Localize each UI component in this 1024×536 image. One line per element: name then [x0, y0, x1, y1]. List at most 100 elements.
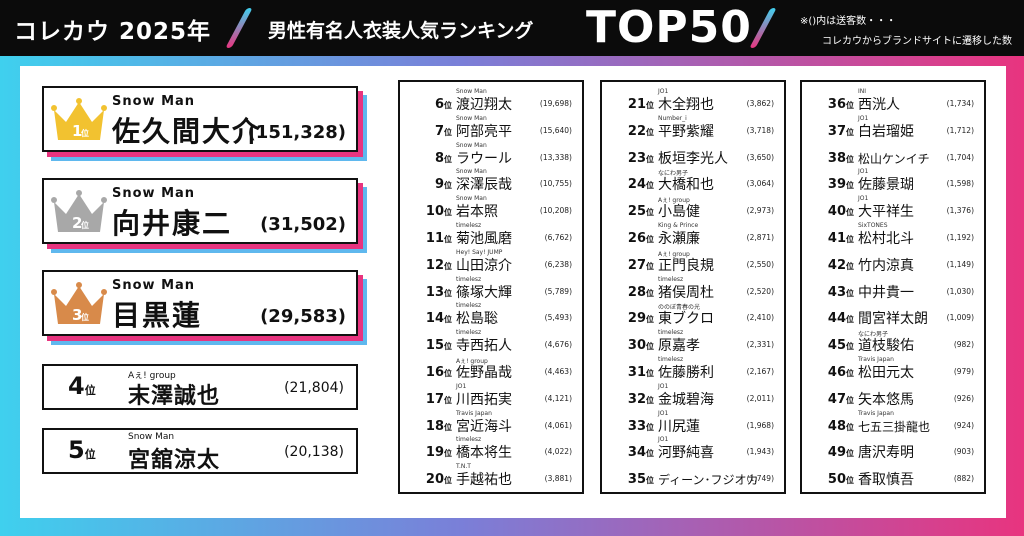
referral-count: (979)	[953, 367, 974, 376]
rank-box-5: 5位 Snow Man 宮舘涼太 (20,138)	[42, 428, 358, 474]
ranking-row: 27位 Aぇ! group 正門良規 (2,550)	[602, 249, 784, 275]
celebrity-name: 金城碧海	[658, 391, 714, 408]
artist-group: timelesz	[658, 275, 684, 283]
celebrity-name: 白岩瑠姫	[858, 123, 914, 140]
ranking-row: 49位 唐沢寿明 (903)	[802, 436, 984, 462]
rank-number: 41位	[827, 231, 854, 246]
artist-group: Snow Man	[456, 88, 487, 95]
referral-count: (3,718)	[746, 125, 774, 135]
rank-number: 37位	[827, 123, 854, 139]
ranking-row: 9位 Snow Man 深澤辰哉 (10,755)	[400, 168, 582, 194]
artist-group: Aぇ! group	[456, 358, 488, 365]
artist-group: timelesz	[456, 436, 482, 444]
referral-count: (6,238)	[544, 259, 572, 269]
referral-count: (4,463)	[544, 367, 572, 376]
celebrity-name: 西洸人	[858, 97, 900, 113]
celebrity-name: 川尻蓮	[658, 418, 700, 435]
rank-number: 36位	[827, 97, 854, 112]
rank-card-1: 1 位 Snow Man 佐久間大介 (151,328)	[42, 86, 358, 152]
ranking-row: 31位 timelesz 佐藤勝利 (2,167)	[602, 356, 784, 382]
ranking-row: 17位 JO1 川西拓実 (4,121)	[400, 383, 582, 409]
ranking-row: 43位 中井貴一 (1,030)	[802, 276, 984, 302]
referral-count: (1,712)	[946, 125, 974, 135]
ranking-row: 11位 timelesz 菊池風磨 (6,762)	[400, 222, 582, 248]
ranking-row: 28位 timelesz 猪俣周杜 (2,520)	[602, 276, 784, 302]
artist-group: T.N.T	[456, 463, 471, 471]
celebrity-name: 佐久間大介	[112, 115, 263, 148]
referral-count: (1,376)	[946, 206, 974, 216]
referral-count: (1,968)	[746, 420, 774, 430]
celebrity-name: 河野純喜	[658, 445, 714, 462]
ranking-row: 16位 Aぇ! group 佐野晶哉 (4,463)	[400, 356, 582, 382]
ranking-row: 23位 板垣李光人 (3,650)	[602, 142, 784, 168]
referral-count: (29,583)	[260, 306, 346, 327]
artist-group: timelesz	[658, 356, 684, 363]
ranking-row: 24位 なにわ男子 大橋和也 (3,064)	[602, 168, 784, 194]
ranking-row: 47位 矢本悠馬 (926)	[802, 383, 984, 409]
artist-group: timelesz	[658, 329, 684, 337]
rank-number: 16位	[425, 365, 452, 380]
ranking-row: 15位 timelesz 寺西拓人 (4,676)	[400, 329, 582, 355]
referral-count: (1,192)	[946, 233, 974, 242]
ranking-column-6-20: 6位 Snow Man 渡辺翔太 (19,698) 7位 Snow Man 阿部亮平 (15,…	[398, 80, 584, 494]
artist-group: なにわ男子	[658, 170, 689, 178]
ranking-row: 6位 Snow Man 渡辺翔太 (19,698)	[400, 88, 582, 114]
referral-count: (1,734)	[946, 99, 974, 108]
rank-number: 35位	[627, 472, 654, 488]
artist-group: なにわ男子	[858, 331, 889, 339]
rank-number: 32位	[627, 391, 654, 407]
artist-group: JO1	[858, 114, 869, 122]
celebrity-name: 篠塚大輝	[456, 284, 512, 301]
referral-count: (1,943)	[746, 447, 774, 457]
referral-count: (10,208)	[539, 206, 572, 216]
celebrity-name: 松山ケンイチ	[858, 151, 930, 166]
ranking-row: 14位 timelesz 松島聡 (5,493)	[400, 302, 582, 328]
artist-group: JO1	[658, 88, 669, 95]
celebrity-name: ディーン･フジオカ	[658, 473, 759, 488]
celebrity-name: 佐藤勝利	[658, 365, 714, 381]
rank-number: 39位	[827, 177, 854, 193]
rank-number: 6位	[434, 97, 452, 112]
ranking-row: 41位 SixTONES 松村北斗 (1,192)	[802, 222, 984, 248]
referral-count: (2,871)	[746, 233, 774, 242]
referral-count: (882)	[953, 474, 974, 484]
referral-count: (924)	[953, 420, 974, 430]
celebrity-name: 七五三掛龍也	[858, 419, 931, 434]
ranking-row: 46位 Travis Japan 松田元太 (979)	[802, 356, 984, 382]
rank-suffix: 位	[81, 128, 89, 138]
ranking-row: 40位 JO1 大平祥生 (1,376)	[802, 195, 984, 221]
top50-label: TOP50	[586, 2, 752, 53]
celebrity-name: 竹内涼真	[858, 257, 914, 274]
celebrity-name: 東ブクロ	[658, 311, 714, 328]
ranking-row: 25位 Aぇ! group 小島健 (2,973)	[602, 195, 784, 221]
artist-group: JO1	[456, 382, 467, 390]
referral-count: (1,009)	[946, 313, 974, 323]
referral-count: (15,640)	[539, 125, 572, 135]
ranking-row: 10位 Snow Man 岩本照 (10,208)	[400, 195, 582, 221]
celebrity-name: 道枝駿佑	[858, 338, 914, 355]
celebrity-name: 板垣李光人	[658, 150, 728, 167]
rank-number: 40位	[827, 204, 854, 220]
rank-suffix: 位	[81, 220, 89, 230]
referral-count: (4,121)	[544, 393, 572, 403]
celebrity-name: 菊池風磨	[456, 231, 512, 247]
ranking-row: 7位 Snow Man 阿部亮平 (15,640)	[400, 115, 582, 141]
rank-number: 46位	[827, 365, 854, 380]
artist-group: timelesz	[456, 329, 482, 337]
slash-decoration	[225, 8, 253, 48]
referral-count: (982)	[953, 340, 974, 350]
referral-count: (2,167)	[746, 367, 774, 376]
referral-count: (10,755)	[539, 179, 572, 189]
rank-number: 26位	[627, 231, 654, 246]
ranking-row: 45位 なにわ男子 道枝駿佑 (982)	[802, 329, 984, 355]
referral-count: (926)	[953, 393, 974, 403]
referral-count: (2,011)	[746, 393, 774, 403]
rank-number: 33位	[627, 418, 654, 434]
referral-count: (4,676)	[544, 340, 572, 350]
rank-number: 1	[72, 122, 82, 140]
rank-number: 21位	[627, 97, 654, 112]
rank-number: 20位	[425, 472, 452, 488]
celebrity-name: 小島健	[658, 204, 700, 221]
artist-group: INI	[858, 88, 867, 95]
celebrity-name: 向井康二	[112, 207, 233, 240]
